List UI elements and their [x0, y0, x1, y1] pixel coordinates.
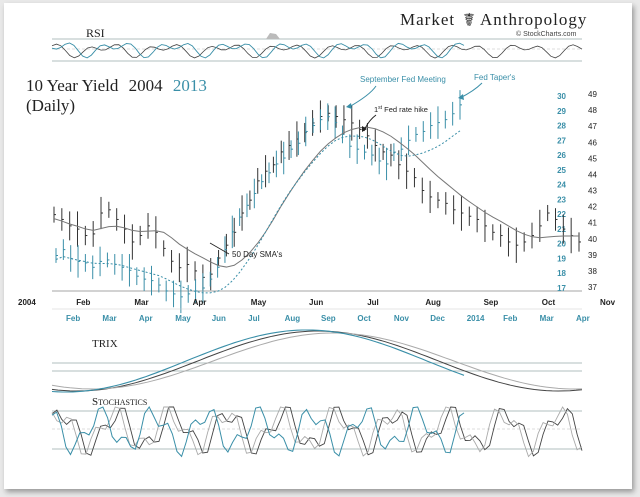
y-tick-2004: 37: [588, 283, 597, 292]
stochastics-panel: Stochastics: [51, 396, 583, 458]
y-tick-2013: 27: [557, 136, 566, 145]
rsi-panel: RSI: [51, 26, 583, 62]
annotation-taper: Fed Taper's: [474, 73, 515, 82]
y-tick-2013: 19: [557, 254, 566, 263]
x-tick-2004: Nov: [600, 298, 616, 307]
x-tick-2013: Oct: [357, 314, 371, 323]
y-tick-2004: 44: [588, 170, 597, 179]
y-tick-2004: 45: [588, 154, 597, 163]
x-tick-2004: Oct: [542, 298, 556, 307]
svg-text:10 Year Yield 2004 201: 10 Year Yield 2004 2013: [26, 76, 207, 95]
x-tick-2013: Feb: [66, 314, 80, 323]
x-tick-2013: Jul: [248, 314, 260, 323]
x-tick-2013: Nov: [394, 314, 410, 323]
rsi-line-2013: [51, 42, 465, 59]
brand-title-2: Anthropology: [480, 10, 587, 29]
y-tick-2013: 26: [557, 151, 566, 160]
y-tick-2013: 25: [557, 166, 566, 175]
y-tick-2013: 20: [557, 240, 566, 249]
stoch-signal-2004: [51, 406, 583, 458]
brand-credit: © StockCharts.com: [516, 30, 577, 38]
x-tick-2004: Mar: [134, 298, 148, 307]
x-tick-2004: Jun: [309, 298, 323, 307]
x-tick-2004: Feb: [76, 298, 90, 307]
y-tick-2004: 40: [588, 235, 597, 244]
chart-frame: Market ☤ Anthropology © StockCharts.com …: [4, 3, 632, 489]
y-tick-2013: 30: [557, 92, 566, 101]
y-tick-2013: 24: [557, 181, 566, 190]
annotations: September Fed Meeting Fed Taper's 1st Fe…: [209, 73, 515, 259]
annotation-sma: 50 Day SMA's: [232, 250, 282, 259]
y-tick-2013: 22: [557, 210, 566, 219]
x-tick-2013: Mar: [102, 314, 116, 323]
y-tick-2004: 42: [588, 203, 597, 212]
x-tick-2013: Mar: [540, 314, 554, 323]
y-tick-2013: 21: [557, 225, 566, 234]
chart-subtitle: (Daily): [26, 96, 75, 115]
x-tick-2004: Aug: [425, 298, 441, 307]
y-tick-2004: 41: [588, 219, 597, 228]
x-tick-2013: Feb: [503, 314, 517, 323]
y-tick-2013: 23: [557, 195, 566, 204]
x-tick-2004: 2004: [18, 298, 36, 307]
x-tick-2004: May: [251, 298, 267, 307]
brand-logo-icon: ☤: [463, 10, 475, 30]
x-tick-2013: Dec: [430, 314, 445, 323]
rsi-line-2004: [51, 43, 583, 59]
stochastics-label: Stochastics: [92, 396, 147, 408]
y-tick-2013: 18: [557, 269, 566, 278]
x-tick-2013: Sep: [321, 314, 336, 323]
chart-svg: Market ☤ Anthropology © StockCharts.com …: [18, 10, 616, 458]
trix-signal-2004: [51, 332, 583, 390]
title-year-2013: 2013: [173, 76, 207, 95]
y-tick-2004: 49: [588, 90, 597, 99]
stoch-line-2004: [51, 406, 583, 457]
trix-line-2013: [51, 329, 465, 393]
x-tick-2013: May: [175, 314, 191, 323]
y-tick-2004: 39: [588, 251, 597, 260]
main-price-panel: 17 18 19 20 21 22 23 24 25 26 27 28 29 30 37 38 39 40 41 42…: [52, 90, 597, 314]
trix-label: TRIX: [92, 338, 118, 350]
rsi-label: RSI: [86, 26, 105, 40]
sma-line-2013: [55, 130, 461, 294]
y-tick-2013: 17: [557, 284, 566, 293]
y-tick-2013: 29: [557, 107, 566, 116]
x-tick-2004: Jul: [367, 298, 379, 307]
trix-panel: TRIX: [51, 329, 583, 393]
y-tick-2004: 43: [588, 187, 597, 196]
rsi-overbought-fill: [266, 33, 280, 39]
stoch-line-2013: [51, 406, 465, 458]
trix-line-2004: [51, 330, 583, 392]
title-year-2004: 2004: [129, 76, 164, 95]
chart-title: 10 Year Yield: [26, 76, 119, 95]
y-tick-2013: 28: [557, 122, 566, 131]
y-tick-2004: 48: [588, 106, 597, 115]
x-tick-2013: 2014: [467, 314, 485, 323]
x-tick-2013: Apr: [139, 314, 153, 323]
x-tick-2004: Apr: [193, 298, 207, 307]
x-tick-2013: Jun: [212, 314, 226, 323]
x-tick-2013: Aug: [285, 314, 301, 323]
x-tick-2013: Apr: [576, 314, 590, 323]
annotation-sept-fed: September Fed Meeting: [360, 75, 446, 84]
annotation-fed-hike: 1st Fed rate hike: [374, 105, 428, 114]
brand-title-1: Market: [400, 10, 455, 29]
y-tick-2004: 38: [588, 267, 597, 276]
y-tick-2004: 47: [588, 122, 597, 131]
sma-line-2004: [53, 126, 579, 268]
x-tick-2004: Sep: [484, 298, 499, 307]
y-tick-2004: 46: [588, 138, 597, 147]
